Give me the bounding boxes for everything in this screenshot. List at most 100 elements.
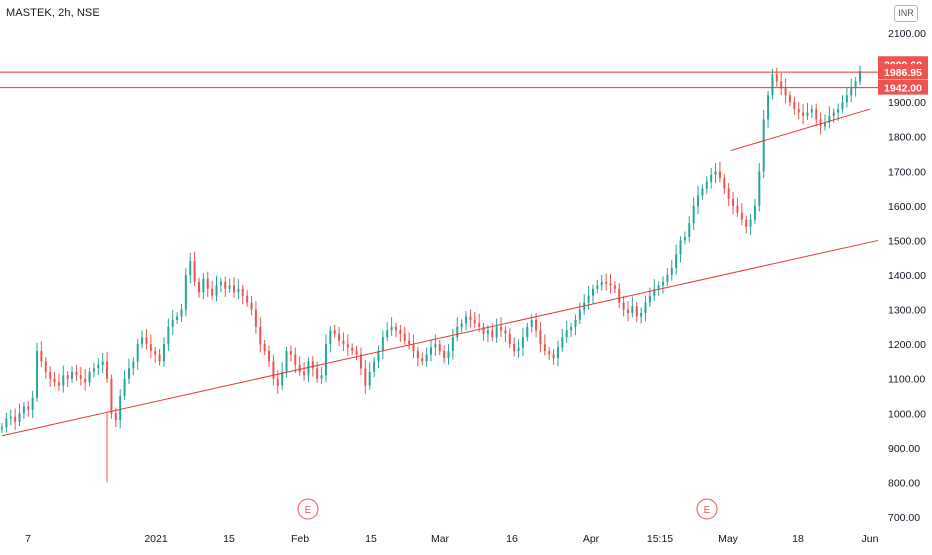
event-circle bbox=[297, 498, 319, 520]
candle-body bbox=[679, 240, 682, 255]
candle bbox=[810, 104, 813, 119]
candle-body bbox=[451, 337, 454, 352]
candle-body bbox=[631, 306, 634, 314]
x-tick-label: 16 bbox=[506, 533, 518, 545]
candle bbox=[44, 357, 47, 379]
candle bbox=[246, 290, 249, 307]
event-label: E bbox=[704, 505, 711, 516]
candle-body bbox=[539, 330, 542, 345]
candle-body bbox=[381, 337, 384, 352]
candle-body bbox=[22, 406, 25, 414]
candle-body bbox=[333, 330, 336, 334]
candle bbox=[399, 324, 402, 343]
candle-body bbox=[850, 88, 853, 96]
trend-line bbox=[1, 239, 879, 437]
x-tick-label: Jun bbox=[862, 533, 879, 545]
candle bbox=[184, 268, 187, 317]
candle-body bbox=[701, 188, 704, 196]
candle-body bbox=[171, 319, 174, 327]
candle bbox=[845, 86, 848, 108]
candle-body bbox=[758, 171, 761, 206]
candle bbox=[425, 347, 428, 367]
candle bbox=[753, 198, 756, 224]
candle bbox=[176, 312, 179, 325]
candle bbox=[329, 326, 332, 353]
candle-body bbox=[268, 351, 271, 362]
candle-body bbox=[732, 198, 735, 206]
candle-body bbox=[9, 416, 12, 419]
candle bbox=[281, 362, 284, 390]
candle bbox=[346, 334, 349, 356]
x-tick-label: 15:15 bbox=[647, 533, 673, 545]
candle-body bbox=[180, 309, 183, 317]
candle bbox=[539, 322, 542, 353]
candle bbox=[114, 407, 117, 428]
candle bbox=[587, 286, 590, 310]
candle-body bbox=[626, 309, 629, 314]
candle-body bbox=[346, 344, 349, 348]
currency-badge[interactable]: INR bbox=[894, 5, 918, 22]
candle bbox=[123, 370, 126, 401]
candle bbox=[1, 422, 3, 433]
candle-body bbox=[101, 361, 104, 365]
candle bbox=[14, 408, 17, 431]
candle-body bbox=[653, 288, 656, 296]
candle-body bbox=[657, 285, 660, 289]
candle-body bbox=[311, 361, 314, 369]
candle bbox=[359, 347, 362, 376]
candle-body bbox=[508, 333, 511, 345]
candle bbox=[162, 337, 165, 367]
x-tick-label: 15 bbox=[365, 533, 377, 545]
y-tick-label: 2100.00 bbox=[888, 28, 926, 40]
candle-body bbox=[591, 288, 594, 296]
candle bbox=[714, 162, 717, 184]
candle-body bbox=[237, 288, 240, 293]
candle bbox=[666, 268, 669, 287]
candle-body bbox=[399, 330, 402, 334]
candle-body bbox=[49, 371, 52, 379]
candle bbox=[473, 311, 476, 328]
candle bbox=[591, 284, 594, 305]
candle bbox=[215, 275, 218, 302]
candle-body bbox=[329, 330, 332, 345]
candle bbox=[368, 362, 371, 390]
candles-layer bbox=[1, 65, 861, 483]
candle bbox=[626, 301, 629, 322]
candle-body bbox=[176, 316, 179, 320]
candle bbox=[5, 412, 8, 433]
candle bbox=[268, 345, 271, 367]
candle-body bbox=[438, 344, 441, 352]
candle-body bbox=[596, 285, 599, 289]
candle bbox=[250, 295, 253, 316]
candle-body bbox=[298, 364, 301, 372]
candle bbox=[202, 272, 205, 300]
candle-body bbox=[294, 354, 297, 365]
y-tick-label: 800.00 bbox=[888, 477, 920, 489]
candle bbox=[736, 197, 739, 217]
candle bbox=[447, 344, 450, 365]
candle-body bbox=[114, 413, 117, 421]
candle-body bbox=[714, 171, 717, 175]
y-tick-label: 1200.00 bbox=[888, 339, 926, 351]
x-tick-label: 7 bbox=[25, 533, 31, 545]
candle-body bbox=[141, 337, 144, 345]
candle-body bbox=[745, 219, 748, 227]
candle-body bbox=[285, 351, 288, 372]
candle bbox=[394, 322, 397, 338]
candle bbox=[640, 307, 643, 324]
candle bbox=[556, 340, 559, 367]
candle bbox=[526, 322, 529, 342]
candle bbox=[31, 390, 34, 419]
candle-body bbox=[421, 357, 424, 362]
candle-body bbox=[543, 344, 546, 352]
candle-body bbox=[289, 351, 292, 355]
candle-body bbox=[377, 351, 380, 362]
candle-body bbox=[810, 109, 813, 113]
x-tick-label: Feb bbox=[291, 533, 309, 545]
candle bbox=[27, 400, 30, 417]
candle-body bbox=[635, 306, 638, 317]
candle-body bbox=[307, 361, 310, 376]
candle-body bbox=[473, 319, 476, 324]
